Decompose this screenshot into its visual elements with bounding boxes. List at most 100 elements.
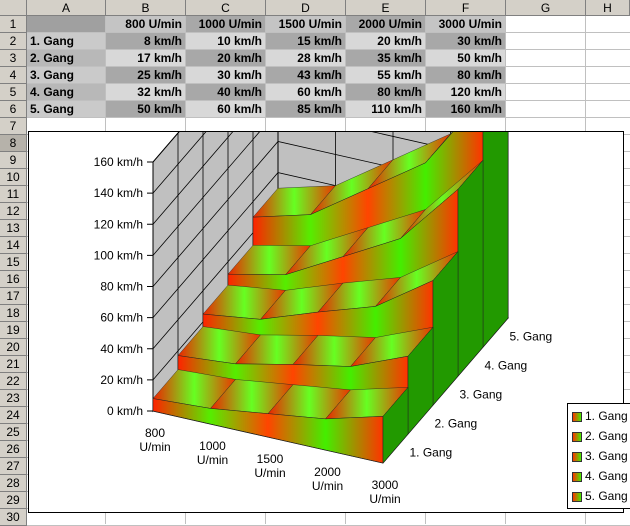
table-header-cell[interactable]: 800 U/min bbox=[106, 16, 185, 32]
row-header-30[interactable]: 30 bbox=[0, 509, 27, 526]
table-cell[interactable]: 25 km/h bbox=[106, 67, 185, 83]
table-cell[interactable]: 32 km/h bbox=[106, 84, 185, 100]
row-header-20[interactable]: 20 bbox=[0, 339, 27, 356]
row-header-23[interactable]: 23 bbox=[0, 390, 27, 407]
table-cell[interactable]: 80 km/h bbox=[346, 84, 425, 100]
row-header-5[interactable]: 5 bbox=[0, 84, 27, 101]
table-cell[interactable]: 43 km/h bbox=[266, 67, 345, 83]
table-header-cell[interactable]: 2000 U/min bbox=[346, 16, 425, 32]
table-cell[interactable]: 110 km/h bbox=[346, 101, 425, 117]
row-header-15[interactable]: 15 bbox=[0, 254, 27, 271]
table-cell[interactable]: 85 km/h bbox=[266, 101, 345, 117]
x-tick-label: U/min bbox=[254, 466, 285, 480]
table-cell[interactable]: 160 km/h bbox=[426, 101, 505, 117]
table-cell[interactable]: 55 km/h bbox=[346, 67, 425, 83]
legend-item[interactable]: 2. Gang bbox=[572, 428, 628, 444]
legend-item[interactable]: 1. Gang bbox=[572, 408, 628, 424]
table-cell[interactable]: 20 km/h bbox=[346, 33, 425, 49]
row-header-27[interactable]: 27 bbox=[0, 458, 27, 475]
table-cell[interactable]: 8 km/h bbox=[106, 33, 185, 49]
y-tick-label: 0 km/h bbox=[107, 404, 143, 418]
table-cell[interactable]: 15 km/h bbox=[266, 33, 345, 49]
grid-hline bbox=[27, 49, 630, 50]
legend-item[interactable]: 5. Gang bbox=[572, 488, 628, 504]
table-cell[interactable]: 4. Gang bbox=[27, 84, 105, 100]
table-cell[interactable]: 35 km/h bbox=[346, 50, 425, 66]
row-header-8[interactable]: 8 bbox=[0, 135, 27, 152]
table-cell[interactable]: 2. Gang bbox=[27, 50, 105, 66]
row-header-11[interactable]: 11 bbox=[0, 186, 27, 203]
row-header-13[interactable]: 13 bbox=[0, 220, 27, 237]
y-tick-label: 160 km/h bbox=[94, 155, 143, 169]
row-header-16[interactable]: 16 bbox=[0, 271, 27, 288]
table-cell[interactable]: 60 km/h bbox=[266, 84, 345, 100]
row-header-12[interactable]: 12 bbox=[0, 203, 27, 220]
x-tick-label: U/min bbox=[312, 479, 343, 493]
grid-hline bbox=[27, 32, 630, 33]
table-cell[interactable]: 17 km/h bbox=[106, 50, 185, 66]
table-cell[interactable]: 28 km/h bbox=[266, 50, 345, 66]
row-header-25[interactable]: 25 bbox=[0, 424, 27, 441]
column-header-h[interactable]: H bbox=[586, 0, 630, 16]
y-tick-label: 40 km/h bbox=[100, 342, 143, 356]
table-cell[interactable]: 1. Gang bbox=[27, 33, 105, 49]
table-header-cell[interactable]: 1000 U/min bbox=[186, 16, 265, 32]
row-header-21[interactable]: 21 bbox=[0, 356, 27, 373]
x-tick-label: 1000 bbox=[199, 439, 226, 453]
table-cell[interactable]: 50 km/h bbox=[426, 50, 505, 66]
y-tick-label: 120 km/h bbox=[94, 217, 143, 231]
table-header-cell[interactable] bbox=[27, 16, 105, 32]
series-end-3 bbox=[432, 250, 459, 406]
chart-legend[interactable]: 1. Gang 2. Gang 3. Gang 4. Gang 5. Gang bbox=[567, 403, 630, 509]
legend-swatch bbox=[572, 431, 582, 442]
chart-gridline bbox=[152, 132, 234, 225]
row-header-4[interactable]: 4 bbox=[0, 67, 27, 84]
row-header-6[interactable]: 6 bbox=[0, 101, 27, 118]
column-header-a[interactable]: A bbox=[27, 0, 106, 16]
table-cell[interactable]: 3. Gang bbox=[27, 67, 105, 83]
grid-hline bbox=[27, 83, 630, 84]
table-cell[interactable]: 20 km/h bbox=[186, 50, 265, 66]
row-header-24[interactable]: 24 bbox=[0, 407, 27, 424]
column-header-f[interactable]: F bbox=[426, 0, 506, 16]
row-header-29[interactable]: 29 bbox=[0, 492, 27, 509]
legend-item[interactable]: 3. Gang bbox=[572, 448, 628, 464]
row-header-26[interactable]: 26 bbox=[0, 441, 27, 458]
table-cell[interactable]: 120 km/h bbox=[426, 84, 505, 100]
table-cell[interactable]: 60 km/h bbox=[186, 101, 265, 117]
legend-swatch bbox=[572, 491, 582, 502]
row-header-1[interactable]: 1 bbox=[0, 16, 27, 33]
column-header-c[interactable]: C bbox=[186, 0, 266, 16]
table-cell[interactable]: 80 km/h bbox=[426, 67, 505, 83]
table-cell[interactable]: 30 km/h bbox=[426, 33, 505, 49]
select-all-corner[interactable] bbox=[0, 0, 27, 16]
row-header-10[interactable]: 10 bbox=[0, 169, 27, 186]
series-end-4 bbox=[457, 159, 484, 377]
row-header-14[interactable]: 14 bbox=[0, 237, 27, 254]
table-cell[interactable]: 30 km/h bbox=[186, 67, 265, 83]
chart-area[interactable]: 0 km/h 20 km/h 40 km/h 60 km/h 80 km/h 100 km… bbox=[28, 131, 630, 513]
table-header-cell[interactable]: 1500 U/min bbox=[266, 16, 345, 32]
table-cell[interactable]: 50 km/h bbox=[106, 101, 185, 117]
row-header-7[interactable]: 7 bbox=[0, 118, 27, 135]
table-cell[interactable]: 40 km/h bbox=[186, 84, 265, 100]
row-header-17[interactable]: 17 bbox=[0, 288, 27, 305]
row-header-9[interactable]: 9 bbox=[0, 152, 27, 169]
row-header-3[interactable]: 3 bbox=[0, 50, 27, 67]
row-header-2[interactable]: 2 bbox=[0, 33, 27, 50]
column-header-g[interactable]: G bbox=[506, 0, 586, 16]
row-header-22[interactable]: 22 bbox=[0, 373, 27, 390]
table-cell[interactable]: 5. Gang bbox=[27, 101, 105, 117]
row-header-18[interactable]: 18 bbox=[0, 305, 27, 322]
table-cell[interactable]: 10 km/h bbox=[186, 33, 265, 49]
legend-item[interactable]: 4. Gang bbox=[572, 468, 628, 484]
row-header-19[interactable]: 19 bbox=[0, 322, 27, 339]
series-end-2 bbox=[407, 326, 434, 435]
column-header-b[interactable]: B bbox=[106, 0, 186, 16]
column-header-d[interactable]: D bbox=[266, 0, 346, 16]
column-header-e[interactable]: E bbox=[346, 0, 426, 16]
y-tick-label: 20 km/h bbox=[100, 373, 143, 387]
row-header-28[interactable]: 28 bbox=[0, 475, 27, 492]
table-header-cell[interactable]: 3000 U/min bbox=[426, 16, 505, 32]
